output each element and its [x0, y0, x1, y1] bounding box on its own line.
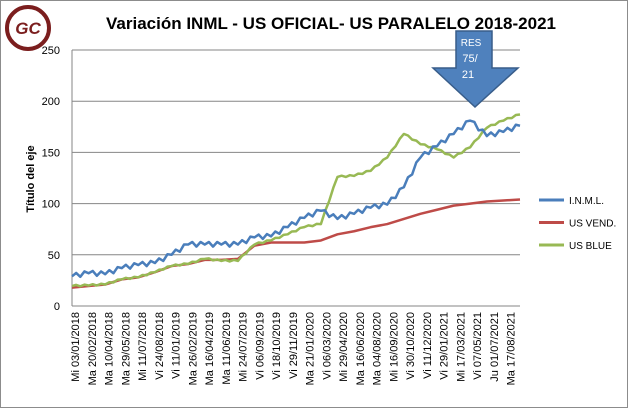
- x-tick-label: Mi 29/04/2020: [338, 312, 350, 382]
- x-tick-label: Mi 16/09/2020: [388, 312, 400, 382]
- legend-label: US VEND.: [569, 219, 616, 230]
- x-tick-label: Vi 06/09/2019: [254, 312, 266, 380]
- annotation-line3: 21: [462, 69, 474, 81]
- series-line-2: [71, 113, 521, 288]
- series-line-1: [71, 198, 521, 289]
- x-tick-label: Mi 24/07/2019: [238, 312, 250, 382]
- x-tick-label: Ma 17/08/2021: [506, 312, 518, 385]
- x-tick-label: Vi 24/08/2018: [154, 312, 166, 380]
- x-tick-label: Ma 21/01/2020: [305, 312, 317, 385]
- x-tick-label: Ju 01/07/2021: [489, 312, 501, 382]
- logo-text: GC: [15, 19, 41, 38]
- x-tick-label: Ma 10/04/2018: [104, 312, 116, 385]
- y-tick-label: 200: [42, 96, 60, 108]
- annotation-arrow: RES 75/ 21: [431, 30, 520, 109]
- x-tick-label: Vi 29/11/2019: [288, 312, 300, 379]
- x-tick-label: Ma 29/05/2018: [120, 312, 132, 385]
- x-tick-label: Ma 26/02/2019: [187, 312, 199, 385]
- x-tick-label: Vi 18/10/2019: [271, 312, 283, 380]
- x-tick-label: Mi 11/07/2018: [137, 312, 149, 381]
- x-tick-label: Ma 16/06/2020: [355, 312, 367, 385]
- x-tick-label: Vi 07/05/2021: [472, 312, 484, 380]
- series-line-0: [71, 119, 521, 279]
- chart-title: Variación INML - US OFICIAL- US PARALELO…: [106, 14, 556, 33]
- x-tick-label: Vi 11/01/2019: [171, 312, 183, 379]
- y-tick-label: 0: [54, 301, 60, 313]
- x-tick-label: Vi 29/01/2021: [439, 312, 451, 380]
- y-tick-label: 50: [48, 250, 60, 262]
- x-tick-label: Mi 03/01/2018: [70, 312, 82, 382]
- x-tick-label: Ma 16/04/2019: [204, 312, 216, 385]
- y-tick-label: 150: [42, 147, 60, 159]
- annotation-line2: 75/: [462, 53, 478, 65]
- x-tick-label: Vi 06/03/2020: [321, 312, 333, 380]
- y-tick-label: 250: [42, 45, 60, 57]
- logo-ring: [5, 5, 51, 51]
- y-tick-label: 100: [42, 199, 60, 211]
- annotation-line1: RES: [461, 38, 482, 49]
- legend-label: US BLUE: [569, 241, 612, 252]
- legend-label: I.N.M.L.: [569, 196, 604, 207]
- x-tick-label: Mi 17/03/2021: [455, 312, 467, 382]
- x-tick-label: Ma 11/06/2019: [221, 312, 233, 385]
- down-arrow-icon: [431, 30, 520, 109]
- x-tick-label: Ma 04/08/2020: [372, 312, 384, 385]
- x-tick-label: Vi 30/10/2020: [405, 312, 417, 380]
- logo: GC: [5, 5, 51, 51]
- x-tick-label: Ma 20/02/2018: [87, 312, 99, 385]
- y-axis-label: Título del eje: [25, 145, 37, 212]
- x-tick-label: Vi 11/12/2020: [422, 312, 434, 379]
